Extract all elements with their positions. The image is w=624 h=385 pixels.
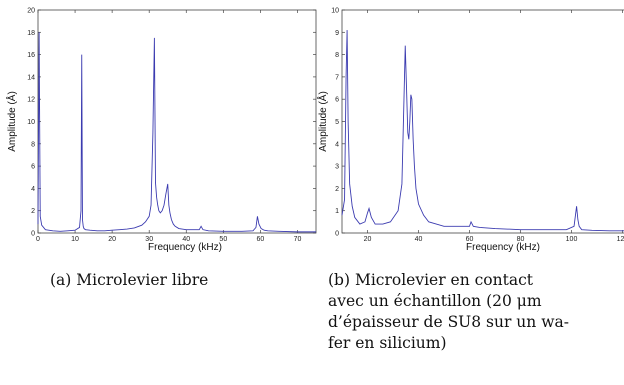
y-tick-label-4: 8 (31, 141, 35, 148)
x-tick-label-7: 70 (294, 236, 302, 243)
x-tick-label-5: 50 (219, 236, 227, 243)
series-line-0 (37, 32, 316, 233)
x-tick-label-0: 0 (36, 236, 40, 243)
caption-a: (a) Microlevier libre (50, 271, 209, 289)
y-tick-label-6: 6 (335, 97, 339, 104)
chart-a: 0 10 20 30 40 50 60 70 0 2 4 6 8 10 12 14 16 18 20 Frequenc… (5, 8, 317, 253)
figure-panel-b: 20 40 60 80 100 120 0 1 2 3 4 5 6 7 8 9 10 Frequency (kHz… (316, 0, 624, 385)
y-tick-label-0: 0 (31, 231, 35, 238)
x-tick-label-4: 100 (566, 236, 578, 243)
y-tick-label-4: 4 (335, 141, 339, 148)
y-tick-label-7: 7 (335, 74, 339, 81)
x-tick-label-4: 40 (182, 236, 190, 243)
y-tick-label-1: 2 (31, 208, 35, 215)
x-tick-label-0: 20 (364, 236, 372, 243)
figure-panel-a: 0 10 20 30 40 50 60 70 0 2 4 6 8 10 12 14 16 18 20 Frequenc… (5, 8, 317, 289)
caption-b-line-4: fer en silicium) (328, 334, 447, 352)
y-tick-label-5: 10 (27, 119, 35, 126)
caption-b: (b) Microlevier en contact avec un échan… (328, 270, 624, 354)
x-tick-label-1: 10 (71, 236, 79, 243)
y-tick-label-8: 16 (27, 52, 35, 59)
y-tick-label-3: 6 (31, 164, 35, 171)
plot-frame (341, 9, 624, 234)
y-axis-title: Amplitude (Å) (5, 91, 18, 152)
x-tick-label-1: 40 (415, 236, 423, 243)
x-axis-title: Frequency (kHz) (466, 242, 540, 253)
y-tick-label-10: 20 (27, 8, 35, 15)
y-tick-label-0: 0 (335, 231, 339, 238)
x-tick-label-3: 80 (517, 236, 525, 243)
y-tick-label-9: 9 (335, 30, 339, 37)
y-tick-label-1: 1 (335, 208, 339, 215)
y-tick-label-3: 3 (335, 164, 339, 171)
x-tick-label-2: 60 (466, 236, 474, 243)
series-line-0 (341, 30, 624, 232)
y-tick-label-7: 14 (27, 74, 35, 81)
y-tick-label-5: 5 (335, 119, 339, 126)
x-tick-label-2: 20 (108, 236, 116, 243)
y-tick-label-2: 2 (335, 186, 339, 193)
chart-b: 20 40 60 80 100 120 0 1 2 3 4 5 6 7 8 9 10 Frequency (kHz… (316, 8, 624, 253)
y-tick-label-2: 4 (31, 186, 35, 193)
x-tick-label-6: 60 (257, 236, 265, 243)
y-tick-label-6: 12 (27, 97, 35, 104)
caption-b-line-2: avec un échantillon (20 μm (328, 292, 542, 310)
y-tick-label-10: 10 (331, 8, 339, 15)
plot-frame (37, 9, 317, 234)
y-tick-label-8: 8 (335, 52, 339, 59)
y-tick-label-9: 18 (27, 30, 35, 37)
x-tick-label-3: 30 (145, 236, 153, 243)
caption-b-line-3: d’épaisseur de SU8 sur un wa- (328, 313, 569, 331)
x-tick-label-5: 120 (617, 236, 624, 243)
x-axis-title: Frequency (kHz) (148, 242, 222, 253)
caption-b-line-1: (b) Microlevier en contact (328, 271, 534, 289)
y-axis-title: Amplitude (Å) (316, 91, 329, 152)
